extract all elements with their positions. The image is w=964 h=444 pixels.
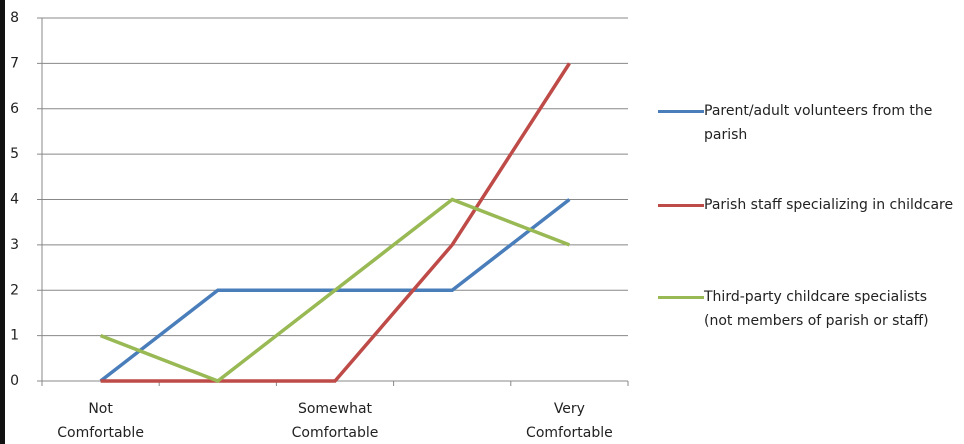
legend-entry: Parish staff specializing in childcare [658,193,958,217]
x-tick-label: Somewhat Comfortable [292,401,379,441]
y-tick-label: 0 [10,373,19,389]
series-line [99,197,571,383]
y-tick-label: 6 [10,101,19,117]
y-tick-label: 1 [10,328,19,344]
series-line [100,62,571,383]
y-tick-label: 8 [10,10,19,26]
legend-label: Third-party childcare specialists (not m… [704,289,929,329]
x-tick-label: Very Comfortable [526,401,613,441]
y-tick-label: 3 [10,237,19,253]
legend-label: Parent/adult volunteers from the parish [704,103,933,143]
x-tick-label: Not Comfortable [57,401,144,441]
legend-entry: Parent/adult volunteers from the parish [658,99,958,147]
legend-entry: Third-party childcare specialists (not m… [658,285,958,333]
legend-swatch [658,110,704,113]
y-tick-label: 2 [10,282,19,298]
y-tick-label: 5 [10,146,19,162]
y-tick-label: 4 [10,192,19,208]
frame-edge [0,0,5,444]
legend-swatch [658,204,704,207]
y-tick-label: 7 [10,55,19,71]
chart: 0 1 2 3 4 5 6 7 8 Not Comfortable Somewhat Comfortab… [0,0,629,444]
legend-label: Parish staff specializing in childcare [704,197,954,213]
legend-swatch [658,296,704,299]
